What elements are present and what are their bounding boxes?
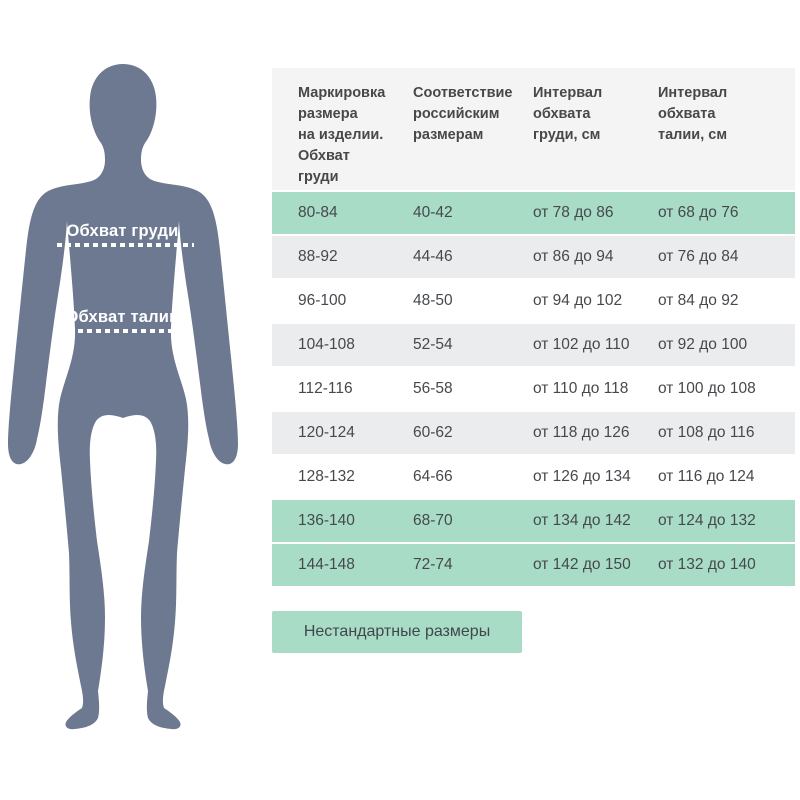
size-table-header: Маркировка размера на изделии. Обхват гр… bbox=[272, 68, 795, 190]
table-cell: от 110 до 118 bbox=[533, 380, 629, 397]
table-cell: от 116 до 124 bbox=[658, 468, 755, 485]
table-cell: от 68 до 76 bbox=[658, 204, 739, 221]
table-cell: 64-66 bbox=[413, 468, 453, 485]
table-cell: 136-140 bbox=[298, 512, 355, 529]
table-row: 96-100 48-50 от 94 до 102 от 84 до 92 bbox=[272, 280, 795, 322]
table-cell: 40-42 bbox=[413, 204, 453, 221]
table-cell: от 124 до 132 bbox=[658, 512, 756, 529]
table-cell: 60-62 bbox=[413, 424, 453, 441]
table-cell: 56-58 bbox=[413, 380, 453, 397]
table-row: 136-140 68-70 от 134 до 142 от 124 до 13… bbox=[272, 500, 795, 542]
column-header-russian-size: Соответствие российским размерам bbox=[413, 85, 513, 143]
table-cell: 120-124 bbox=[298, 424, 355, 441]
table-row: 112-116 56-58 от 110 до 118 от 100 до 10… bbox=[272, 368, 795, 410]
table-cell: 104-108 bbox=[298, 336, 355, 353]
table-row: 128-132 64-66 от 126 до 134 от 116 до 12… bbox=[272, 456, 795, 498]
table-cell: 96-100 bbox=[298, 292, 347, 309]
table-row: 80-84 40-42 от 78 до 86 от 68 до 76 bbox=[272, 192, 795, 234]
table-cell: 48-50 bbox=[413, 292, 453, 309]
table-row: 144-148 72-74 от 142 до 150 от 132 до 14… bbox=[272, 544, 795, 586]
table-cell: от 142 до 150 bbox=[533, 556, 631, 573]
chest-measure-line bbox=[57, 243, 194, 247]
column-header-marking: Маркировка размера на изделии. Обхват гр… bbox=[298, 85, 386, 185]
table-cell: от 134 до 142 bbox=[533, 512, 631, 529]
table-cell: 68-70 bbox=[413, 512, 453, 529]
table-cell: от 100 до 108 bbox=[658, 380, 756, 397]
nonstandard-sizes-button[interactable]: Нестандартные размеры bbox=[272, 611, 522, 653]
waist-measure-line bbox=[60, 329, 185, 333]
column-header-chest-interval: Интервал обхвата груди, см bbox=[533, 85, 603, 143]
table-cell: от 132 до 140 bbox=[658, 556, 756, 573]
waist-measure-label: Обхват талии bbox=[65, 308, 180, 326]
table-cell: 144-148 bbox=[298, 556, 355, 573]
table-cell: от 102 до 110 bbox=[533, 336, 630, 353]
table-cell: 72-74 bbox=[413, 556, 453, 573]
table-cell: 80-84 bbox=[298, 204, 338, 221]
table-cell: 88-92 bbox=[298, 248, 338, 265]
table-row: 120-124 60-62 от 118 до 126 от 108 до 11… bbox=[272, 412, 795, 454]
size-table: Маркировка размера на изделии. Обхват гр… bbox=[272, 68, 795, 586]
table-cell: от 118 до 126 bbox=[533, 424, 630, 441]
table-cell: от 92 до 100 bbox=[658, 336, 748, 353]
table-cell: 128-132 bbox=[298, 468, 355, 485]
table-cell: от 78 до 86 bbox=[533, 204, 614, 221]
table-cell: 44-46 bbox=[413, 248, 453, 265]
table-cell: от 84 до 92 bbox=[658, 292, 739, 309]
chest-measure-label: Обхват груди bbox=[66, 222, 179, 240]
table-cell: 52-54 bbox=[413, 336, 453, 353]
column-header-waist-interval: Интервал обхвата талии, см bbox=[658, 85, 728, 143]
table-cell: от 76 до 84 bbox=[658, 248, 739, 265]
table-row: 88-92 44-46 от 86 до 94 от 76 до 84 bbox=[272, 236, 795, 278]
table-row: 104-108 52-54 от 102 до 110 от 92 до 100 bbox=[272, 324, 795, 366]
table-cell: от 94 до 102 bbox=[533, 292, 623, 309]
table-cell: от 86 до 94 bbox=[533, 248, 614, 265]
table-cell: от 108 до 116 bbox=[658, 424, 755, 441]
table-cell: от 126 до 134 bbox=[533, 468, 631, 485]
table-cell: 112-116 bbox=[298, 380, 353, 397]
